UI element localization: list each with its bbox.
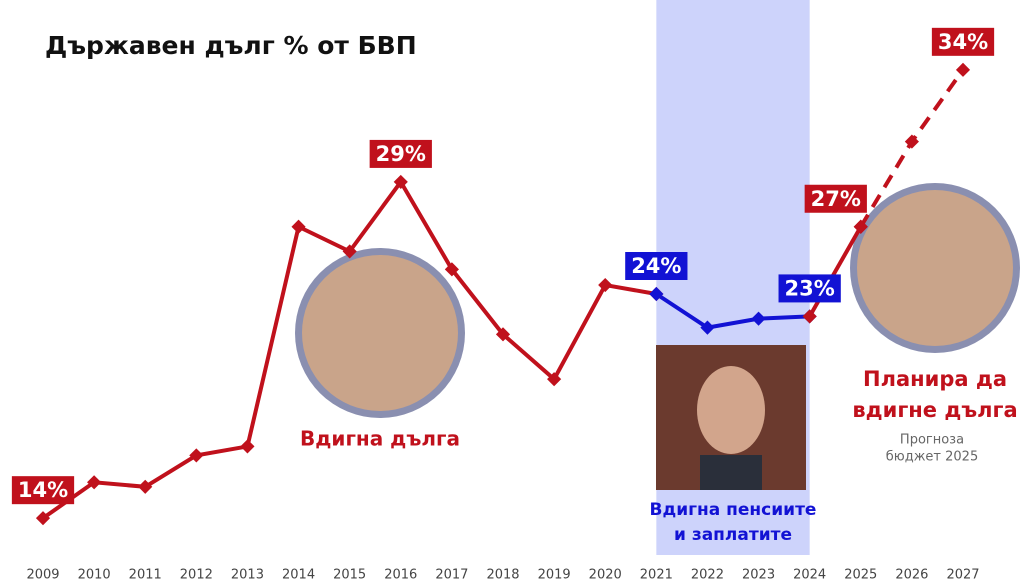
point [649,286,664,302]
annotation: Вдигна пенсиите [650,500,817,520]
x-tick-label: 2014 [282,568,315,583]
x-tick-label: 2011 [129,568,162,583]
x-tick-label: 2017 [435,568,468,583]
annotation: Прогноза [900,433,964,448]
x-tick-label: 2016 [384,568,417,583]
point [751,311,766,326]
value-label-box [931,27,995,56]
x-tick-label: 2012 [180,568,213,583]
annotation: вдигне дълга [852,398,1017,422]
point [393,174,408,189]
photo-suit [700,455,762,490]
value-label: 29% [376,142,426,166]
x-tick-label: 2013 [231,568,264,583]
photo-face [857,190,1013,346]
value-label-box [369,139,432,168]
x-tick-label: 2023 [742,568,775,583]
line [655,292,810,330]
point [495,327,511,342]
annotation: Планира да [863,367,1007,391]
x-tick-label: 2026 [895,568,928,583]
x-tick-label: 2021 [640,568,673,583]
x-tick-label: 2024 [793,568,826,583]
x-tick-label: 2019 [538,568,571,583]
x-tick-label: 2027 [946,568,979,583]
point [342,244,357,259]
x-tick-label: 2010 [78,568,111,583]
point [240,439,255,454]
value-label-box [11,476,75,505]
point [955,62,971,77]
point [598,277,613,293]
value-label: 24% [631,254,681,278]
point [291,219,306,234]
value-label: 27% [811,187,861,211]
chart-title: Държавен дълг % от БВП [45,31,417,60]
photo-face [697,366,765,454]
point [444,262,459,277]
value-label-box [778,274,841,303]
annotation: Вдигна дълга [300,427,460,451]
value-label: 34% [938,30,988,54]
value-label: 14% [18,478,68,502]
x-tick-label: 2009 [26,568,59,583]
value-label-box [804,184,867,213]
x-tick-label: 2020 [589,568,622,583]
annotation: и заплатите [674,525,792,545]
value-label: 23% [785,276,835,300]
point [35,511,51,526]
point [87,475,102,490]
photo-face [302,255,458,411]
point [853,219,868,234]
x-tick-label: 2018 [486,568,519,583]
x-tick-label: 2025 [844,568,877,583]
x-tick-label: 2015 [333,568,366,583]
point [547,372,562,387]
point [189,448,204,463]
x-tick-label: 2022 [691,568,724,583]
point [138,479,153,494]
point [802,309,817,324]
point [904,134,919,149]
value-label-box [625,252,688,280]
point [700,320,715,335]
annotation: бюджет 2025 [886,450,978,465]
